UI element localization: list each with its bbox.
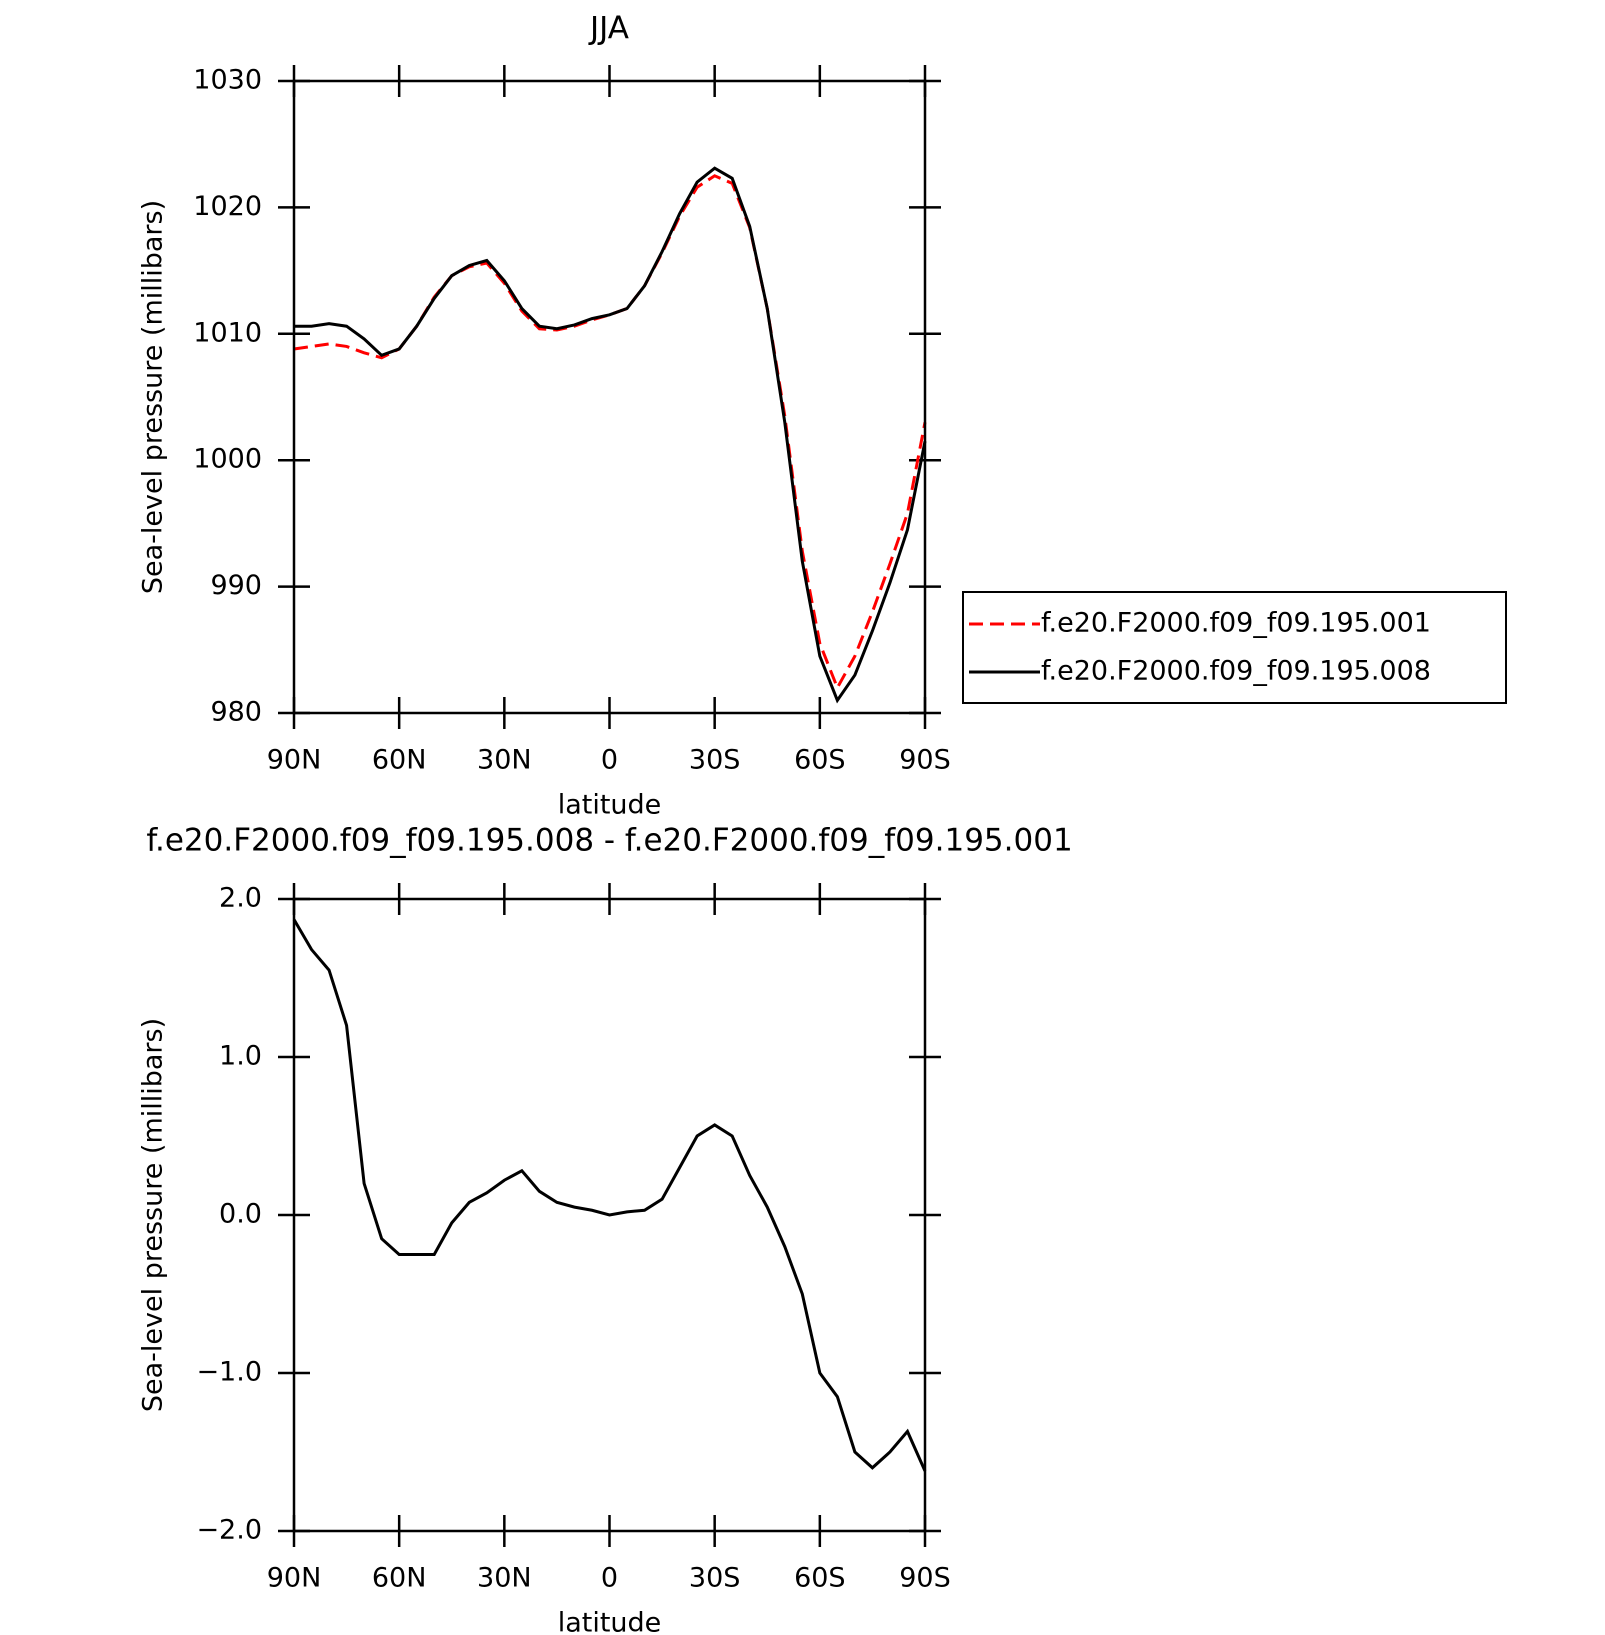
x-tick-label: 30S — [689, 745, 741, 776]
x-tick-label: 90N — [267, 745, 322, 776]
data-line — [294, 166, 927, 704]
y-axis-label: Sea-level pressure (millibars) — [138, 200, 169, 594]
x-tick-label: 60N — [372, 1563, 427, 1594]
x-tick-label: 0 — [601, 745, 618, 776]
chart-title: f.e20.F2000.f09_f09.195.008 - f.e20.F200… — [146, 823, 1072, 859]
y-tick-label: 980 — [210, 697, 262, 728]
y-tick-label: −1.0 — [196, 1357, 262, 1388]
y-tick-label: 990 — [210, 570, 262, 601]
y-tick-label: 1010 — [193, 317, 262, 348]
y-tick-label: 0.0 — [219, 1199, 262, 1230]
data-line — [293, 174, 927, 692]
legend-label: f.e20.F2000.f09_f09.195.008 — [1041, 656, 1431, 687]
x-tick-label: 60S — [794, 1563, 846, 1594]
y-tick-label: 1.0 — [219, 1041, 262, 1072]
legend-label: f.e20.F2000.f09_f09.195.001 — [1041, 608, 1431, 639]
data-line — [292, 918, 927, 1472]
x-tick-label: 60N — [372, 745, 427, 776]
x-tick-label: 0 — [601, 1563, 618, 1594]
y-axis-label: Sea-level pressure (millibars) — [138, 1018, 169, 1412]
y-tick-label: −2.0 — [196, 1515, 262, 1546]
y-tick-label: 1020 — [193, 191, 262, 222]
plot-frame — [292, 897, 927, 1533]
chart-title: JJA — [588, 11, 629, 47]
y-tick-label: 2.0 — [219, 883, 262, 914]
x-axis-label: latitude — [558, 1608, 662, 1635]
x-tick-label: 30S — [689, 1563, 741, 1594]
y-tick-label: 1030 — [193, 65, 262, 96]
x-tick-label: 60S — [794, 745, 846, 776]
x-tick-label: 90S — [899, 1563, 951, 1594]
x-tick-label: 90N — [267, 1563, 322, 1594]
legend-box — [962, 591, 1507, 704]
plot-frame — [292, 79, 927, 715]
x-tick-label: 30N — [477, 1563, 532, 1594]
x-tick-label: 30N — [477, 745, 532, 776]
x-axis-label: latitude — [558, 790, 662, 821]
y-tick-label: 1000 — [193, 444, 262, 475]
x-tick-label: 90S — [899, 745, 951, 776]
